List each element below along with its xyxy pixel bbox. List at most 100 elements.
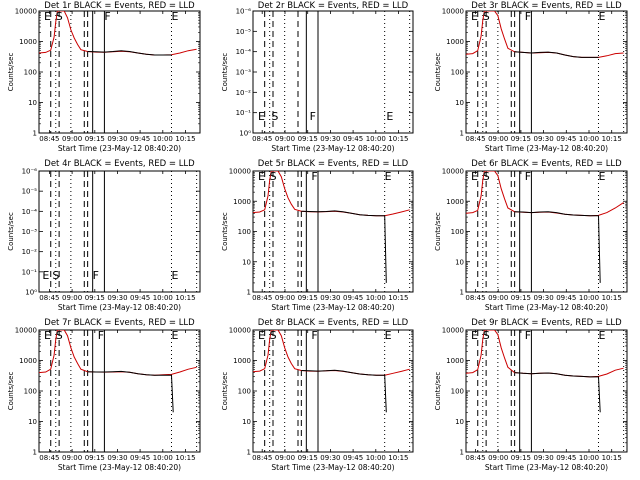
y-tick-label: 1 xyxy=(33,449,37,457)
x-tick-label: 10:00 xyxy=(153,135,173,143)
x-tick-label: 10:00 xyxy=(579,454,599,462)
x-tick-label: 09:30 xyxy=(320,135,340,143)
event-marker-label: S xyxy=(270,329,277,342)
x-tick-label: 08:45 xyxy=(39,294,59,302)
events-series-line xyxy=(514,211,601,283)
y-tick-label: 1000 xyxy=(446,38,464,46)
panel-title: Det 3r BLACK = Events, RED = LLD xyxy=(471,1,622,11)
y-tick-label: 10⁻² xyxy=(22,248,38,256)
event-marker-label: S xyxy=(271,110,278,123)
y-tick-label: 10000 xyxy=(442,168,464,176)
x-tick-label: 09:15 xyxy=(511,294,531,302)
events-series-line xyxy=(301,210,387,283)
y-tick-label: 10 xyxy=(28,418,37,426)
x-tick-label: 09:30 xyxy=(534,294,554,302)
y-tick-label: 1 xyxy=(460,130,464,138)
x-tick-label: 09:30 xyxy=(534,135,554,143)
x-tick-label: 09:30 xyxy=(107,135,127,143)
event-marker-label: S xyxy=(483,329,490,342)
y-tick-label: 100 xyxy=(238,388,251,396)
x-axis-label: Start Time (23-May-12 08:40:20) xyxy=(271,144,394,153)
y-tick-label: 1 xyxy=(247,449,251,457)
y-tick-label: 1000 xyxy=(19,357,37,365)
x-tick-label: 10:00 xyxy=(579,294,599,302)
x-tick-label: 09:30 xyxy=(534,454,554,462)
x-tick-label: 09:45 xyxy=(556,454,576,462)
y-tick-label: 10 xyxy=(455,418,464,426)
y-tick-label: 1000 xyxy=(233,198,251,206)
y-tick-label: 10⁻⁶ xyxy=(22,168,38,176)
x-tick-label: 09:00 xyxy=(62,454,82,462)
y-tick-label: 100 xyxy=(451,69,464,77)
event-marker-label: F xyxy=(98,329,104,342)
event-marker-label: E xyxy=(44,329,51,342)
y-tick-label: 100 xyxy=(451,388,464,396)
x-tick-label: 09:00 xyxy=(62,135,82,143)
y-tick-label: 100 xyxy=(24,69,37,77)
x-axis-label: Start Time (23-May-12 08:40:20) xyxy=(485,144,608,153)
event-marker-label: E xyxy=(258,329,265,342)
y-tick-label: 10⁻³ xyxy=(236,69,252,77)
x-tick-label: 09:00 xyxy=(488,454,508,462)
y-tick-label: 10⁻³ xyxy=(22,228,38,236)
x-tick-label: 09:15 xyxy=(85,135,105,143)
y-axis-label: Counts/sec xyxy=(221,372,229,411)
x-axis-label: Start Time (23-May-12 08:40:20) xyxy=(485,303,608,312)
y-tick-label: 10 xyxy=(242,418,251,426)
events-series-line xyxy=(87,370,174,413)
y-tick-label: 1000 xyxy=(233,357,251,365)
event-marker-label: E xyxy=(258,110,265,123)
events-series-line xyxy=(514,372,601,413)
y-axis-label: Counts/sec xyxy=(434,212,442,251)
x-tick-label: 08:45 xyxy=(252,294,272,302)
events-series-line xyxy=(87,50,172,56)
x-tick-label: 10:00 xyxy=(366,135,386,143)
x-tick-label: 10:00 xyxy=(153,454,173,462)
x-tick-label: 08:45 xyxy=(465,454,485,462)
y-tick-label: 10000 xyxy=(442,327,464,335)
y-tick-label: 10 xyxy=(455,258,464,266)
y-tick-label: 10⁻¹ xyxy=(22,268,38,276)
event-marker-label: S xyxy=(483,170,490,183)
y-tick-label: 10 xyxy=(242,258,251,266)
x-tick-label: 09:15 xyxy=(85,294,105,302)
y-tick-label: 10⁻⁶ xyxy=(236,8,252,16)
panel-title: Det 5r BLACK = Events, RED = LLD xyxy=(258,159,409,169)
y-axis-label: Counts/sec xyxy=(7,53,15,92)
y-tick-label: 10000 xyxy=(442,8,464,16)
x-tick-label: 10:15 xyxy=(388,135,408,143)
y-axis-label: Counts/sec xyxy=(434,53,442,92)
x-tick-label: 09:30 xyxy=(107,454,127,462)
event-marker-label: E xyxy=(386,110,393,123)
y-tick-label: 10⁻⁵ xyxy=(22,188,38,196)
event-marker-label: F xyxy=(525,10,531,23)
event-marker-label: E xyxy=(385,170,392,183)
panel-title: Det 9r BLACK = Events, RED = LLD xyxy=(471,318,622,328)
x-axis-label: Start Time (23-May-12 08:40:20) xyxy=(485,463,608,472)
x-tick-label: 09:45 xyxy=(343,294,363,302)
x-axis-label: Start Time (23-May-12 08:40:20) xyxy=(58,144,181,153)
x-tick-label: 10:00 xyxy=(153,294,173,302)
y-tick-label: 1000 xyxy=(446,357,464,365)
x-tick-label: 09:45 xyxy=(130,294,150,302)
x-tick-label: 10:15 xyxy=(388,454,408,462)
events-series-line xyxy=(301,369,387,413)
x-tick-label: 09:30 xyxy=(320,294,340,302)
y-tick-label: 10⁰ xyxy=(239,130,251,138)
y-tick-label: 10 xyxy=(455,99,464,107)
x-tick-label: 09:00 xyxy=(275,135,295,143)
x-tick-label: 09:00 xyxy=(62,294,82,302)
y-tick-label: 1 xyxy=(460,449,464,457)
x-tick-label: 08:45 xyxy=(252,135,272,143)
y-tick-label: 1 xyxy=(247,289,251,297)
event-marker-label: E xyxy=(171,269,178,282)
y-tick-label: 1 xyxy=(33,130,37,138)
y-tick-label: 10000 xyxy=(229,327,251,335)
y-axis-label: Counts/sec xyxy=(221,212,229,251)
x-tick-label: 10:15 xyxy=(388,294,408,302)
x-tick-label: 09:15 xyxy=(298,454,318,462)
